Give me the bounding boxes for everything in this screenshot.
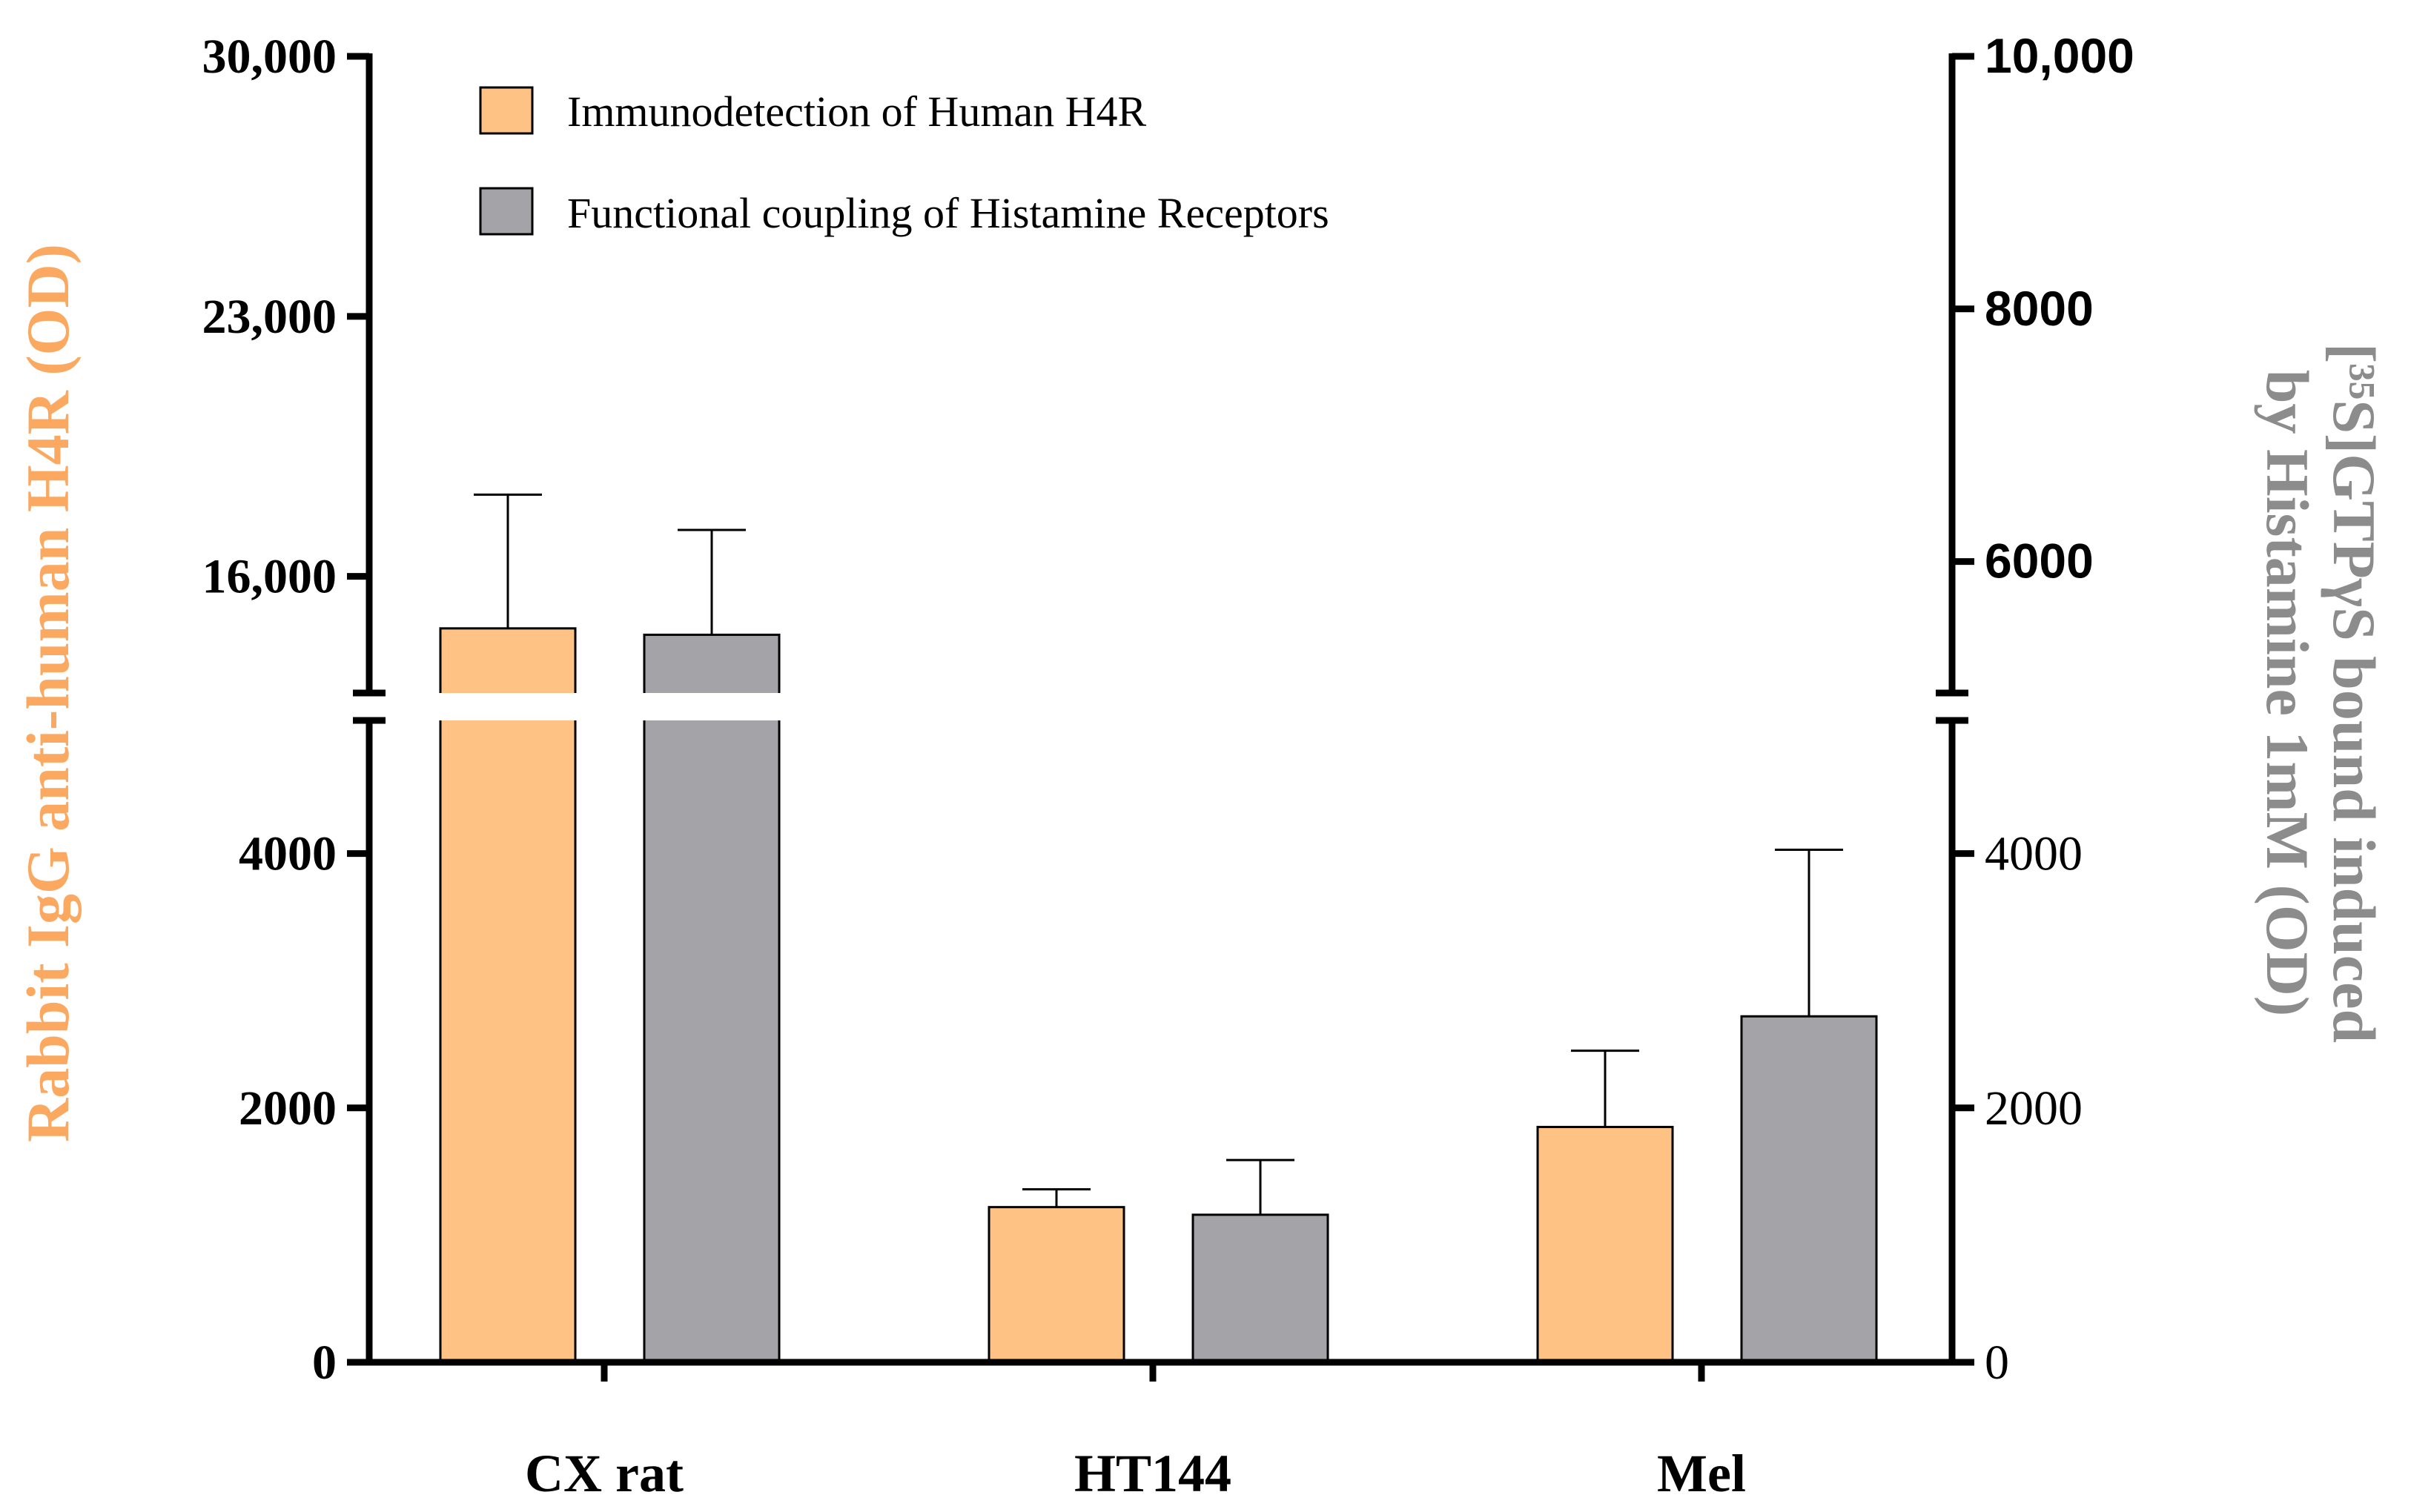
legend-label-immunodetection: Immunodetection of Human H4R	[567, 87, 1147, 136]
left-tick-label-16-000: 16,000	[202, 550, 337, 604]
bar-ht144-immunodetection	[988, 1206, 1125, 1364]
x-tick-label-cx-rat: CX rat	[525, 1444, 684, 1503]
right-tick-label-10-000: 10,000	[1985, 28, 2134, 83]
right-tick-label-0: 0	[1985, 1336, 2009, 1390]
bar-mel-immunodetection	[1536, 1126, 1674, 1364]
left-tick-label-30-000: 30,000	[202, 30, 337, 84]
left-tick-label-4000: 4000	[239, 827, 337, 881]
left-tick-label-0: 0	[312, 1336, 337, 1390]
legend-swatch-immunodetection	[479, 86, 534, 135]
right-tick-label-8000: 8000	[1985, 281, 2094, 336]
axis-break-band	[348, 693, 1972, 720]
bar-cx-rat-immunodetection	[439, 627, 577, 1364]
axes: 0 2000 4000 16,000 23,000 30,000 0 2000 4000 6000…	[202, 28, 2134, 1503]
bar-mel-functional-coupling	[1740, 1015, 1878, 1364]
right-axis-title-line2: by Histamine 1mM (OD)	[2254, 370, 2321, 1016]
legend: Immunodetection of Human H4R Functional …	[479, 86, 1329, 237]
right-axis-title-line1: [³⁵S]GTPγS bound induced	[2321, 343, 2388, 1043]
left-axis-title: Rabbit IgG anti-human H4R (OD)	[14, 244, 82, 1142]
bar-cx-rat-functional-coupling	[643, 633, 781, 1364]
legend-swatch-functional-coupling	[479, 187, 534, 236]
x-tick-label-ht144: HT144	[1074, 1444, 1231, 1503]
right-tick-label-4000: 4000	[1985, 827, 2083, 881]
bar-ht144-functional-coupling	[1191, 1213, 1329, 1364]
left-tick-label-2000: 2000	[239, 1081, 337, 1135]
plot-area	[348, 493, 1972, 1364]
right-tick-label-2000: 2000	[1985, 1081, 2083, 1135]
x-tick-label-mel: Mel	[1657, 1444, 1746, 1503]
left-tick-label-23-000: 23,000	[202, 290, 337, 344]
legend-label-functional-coupling: Functional coupling of Histamine Recepto…	[567, 189, 1329, 237]
right-tick-label-6000: 6000	[1985, 534, 2094, 588]
